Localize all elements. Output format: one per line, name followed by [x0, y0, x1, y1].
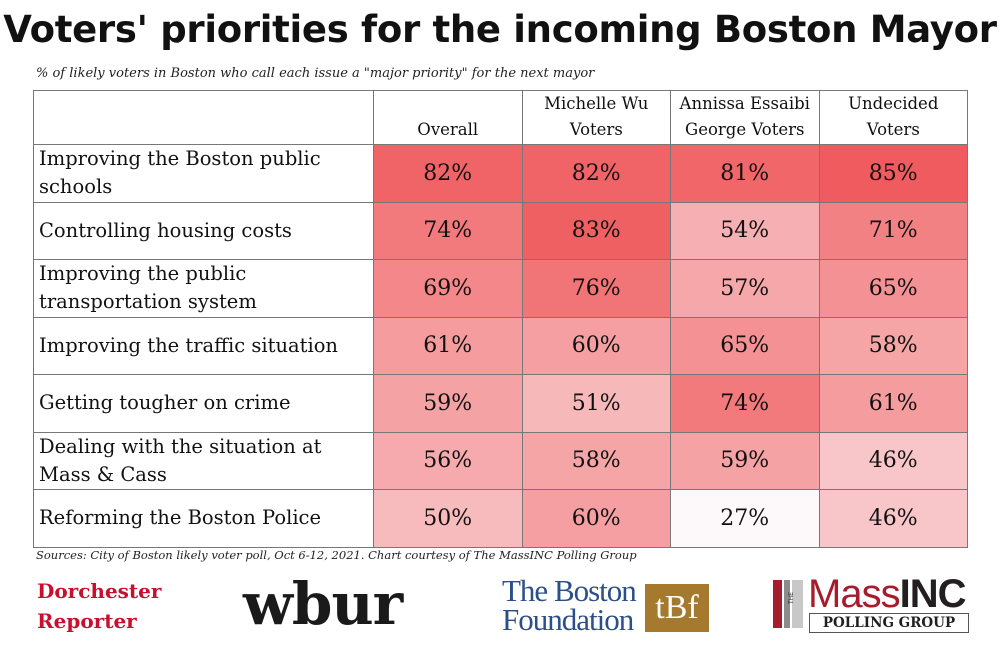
heatmap-cell: 59% [373, 374, 523, 433]
massinc-logo-name: MassINC [808, 572, 967, 616]
row-label-line2: schools [39, 175, 113, 199]
row-label-line1: Controlling housing costs [39, 218, 292, 242]
massinc-polling-group-label: POLLING GROUP [809, 613, 969, 633]
heatmap-cell: 74% [373, 201, 523, 260]
row-label-line1: Dealing with the situation at [39, 434, 322, 458]
heatmap-cell: 60% [521, 316, 671, 375]
heatmap-cell: 69% [373, 259, 523, 318]
heatmap-cell: 60% [521, 489, 671, 548]
heatmap-cell: 71% [818, 201, 968, 260]
massinc-mark-icon: THE [773, 580, 803, 628]
heatmap-cell: 54% [670, 201, 820, 260]
heatmap-cell: 46% [818, 431, 968, 490]
column-header-line2: Voters [866, 120, 920, 139]
source-note: Sources: City of Boston likely voter pol… [36, 548, 637, 562]
column-header-overall: Overall [373, 90, 523, 145]
column-header-line2: George Voters [685, 120, 805, 139]
chart-subtitle: % of likely voters in Boston who call ea… [36, 66, 595, 81]
column-header-line1: Annissa Essaibi [679, 94, 810, 113]
chart-title: Voters' priorities for the incoming Bost… [3, 8, 997, 51]
table-row: Reforming the Boston Police 50% 60% 27% 46% [33, 489, 968, 548]
row-label: Improving the traffic situation [33, 316, 374, 375]
heatmap-cell: 58% [521, 431, 671, 490]
row-label-line1: Improving the Boston public [39, 147, 321, 171]
heatmap-cell: 65% [818, 259, 968, 318]
dorchester-logo-line2: Reporter [37, 609, 137, 633]
wbur-logo: wbur [243, 570, 403, 638]
row-label: Reforming the Boston Police [33, 489, 374, 548]
dorchester-logo-line1: Dorchester [37, 579, 162, 603]
row-label: Getting tougher on crime [33, 374, 374, 433]
heatmap-cell: 61% [373, 316, 523, 375]
heatmap-cell: 76% [521, 259, 671, 318]
table-row: Improving the Boston public schools 82% 82%… [33, 144, 968, 203]
table-row: Dealing with the situation at Mass & Cass… [33, 431, 968, 490]
boston-foundation-logo: The Boston Foundation [502, 573, 637, 637]
header-row: Overall Michelle Wu Voters Annissa Essaib… [33, 90, 968, 145]
massinc-mark-text: THE [788, 592, 795, 605]
heatmap-cell: 57% [670, 259, 820, 318]
table-row: Getting tougher on crime 59% 51% 74% 61% [33, 374, 968, 433]
row-label: Dealing with the situation at Mass & Cass [33, 431, 374, 490]
table-row: Improving the public transportation syste… [33, 259, 968, 318]
table-row: Improving the traffic situation 61% 60% 65%… [33, 316, 968, 375]
row-label-line2: transportation system [39, 290, 257, 314]
heatmap-cell: 83% [521, 201, 671, 260]
row-label-line1: Reforming the Boston Police [39, 506, 322, 530]
massinc-name-part1: Mass [808, 572, 901, 616]
column-header-line2: Voters [569, 120, 623, 139]
row-label: Improving the Boston public schools [33, 144, 374, 203]
column-header-wu-voters: Michelle Wu Voters [521, 90, 671, 145]
column-header-line1: Undecided [848, 94, 939, 113]
heatmap-cell: 81% [670, 144, 820, 203]
massinc-name-part2: INC [899, 572, 967, 616]
priorities-table: Overall Michelle Wu Voters Annissa Essaib… [33, 90, 968, 548]
heatmap-cell: 85% [818, 144, 968, 203]
row-label: Improving the public transportation syste… [33, 259, 374, 318]
heatmap-cell: 27% [670, 489, 820, 548]
row-label-line1: Improving the public [39, 262, 247, 286]
dorchester-reporter-logo: Dorchester Reporter [37, 576, 161, 636]
heatmap-cell: 82% [521, 144, 671, 203]
heatmap-cell: 61% [818, 374, 968, 433]
table-row: Controlling housing costs 74% 83% 54% 71% [33, 201, 968, 260]
column-header-line2: Overall [417, 120, 479, 139]
heatmap-cell: 56% [373, 431, 523, 490]
heatmap-cell: 65% [670, 316, 820, 375]
heatmap-cell: 46% [818, 489, 968, 548]
column-header-line1: Michelle Wu [544, 94, 649, 113]
column-header-undecided-voters: Undecided Voters [818, 90, 968, 145]
heatmap-cell: 51% [521, 374, 671, 433]
boston-foundation-line2: Foundation [502, 602, 634, 637]
boston-foundation-line1: The Boston [502, 573, 637, 608]
row-label-line1: Improving the traffic situation [39, 333, 338, 357]
heatmap-cell: 59% [670, 431, 820, 490]
heatmap-cell: 50% [373, 489, 523, 548]
row-label-line1: Getting tougher on crime [39, 391, 291, 415]
heatmap-cell: 74% [670, 374, 820, 433]
heatmap-cell: 82% [373, 144, 523, 203]
corner-cell [33, 90, 374, 145]
heatmap-cell: 58% [818, 316, 968, 375]
boston-foundation-mark: tBf [645, 584, 709, 632]
row-label-line2: Mass & Cass [39, 462, 167, 486]
row-label: Controlling housing costs [33, 201, 374, 260]
column-header-essaibi-george-voters: Annissa Essaibi George Voters [670, 90, 820, 145]
